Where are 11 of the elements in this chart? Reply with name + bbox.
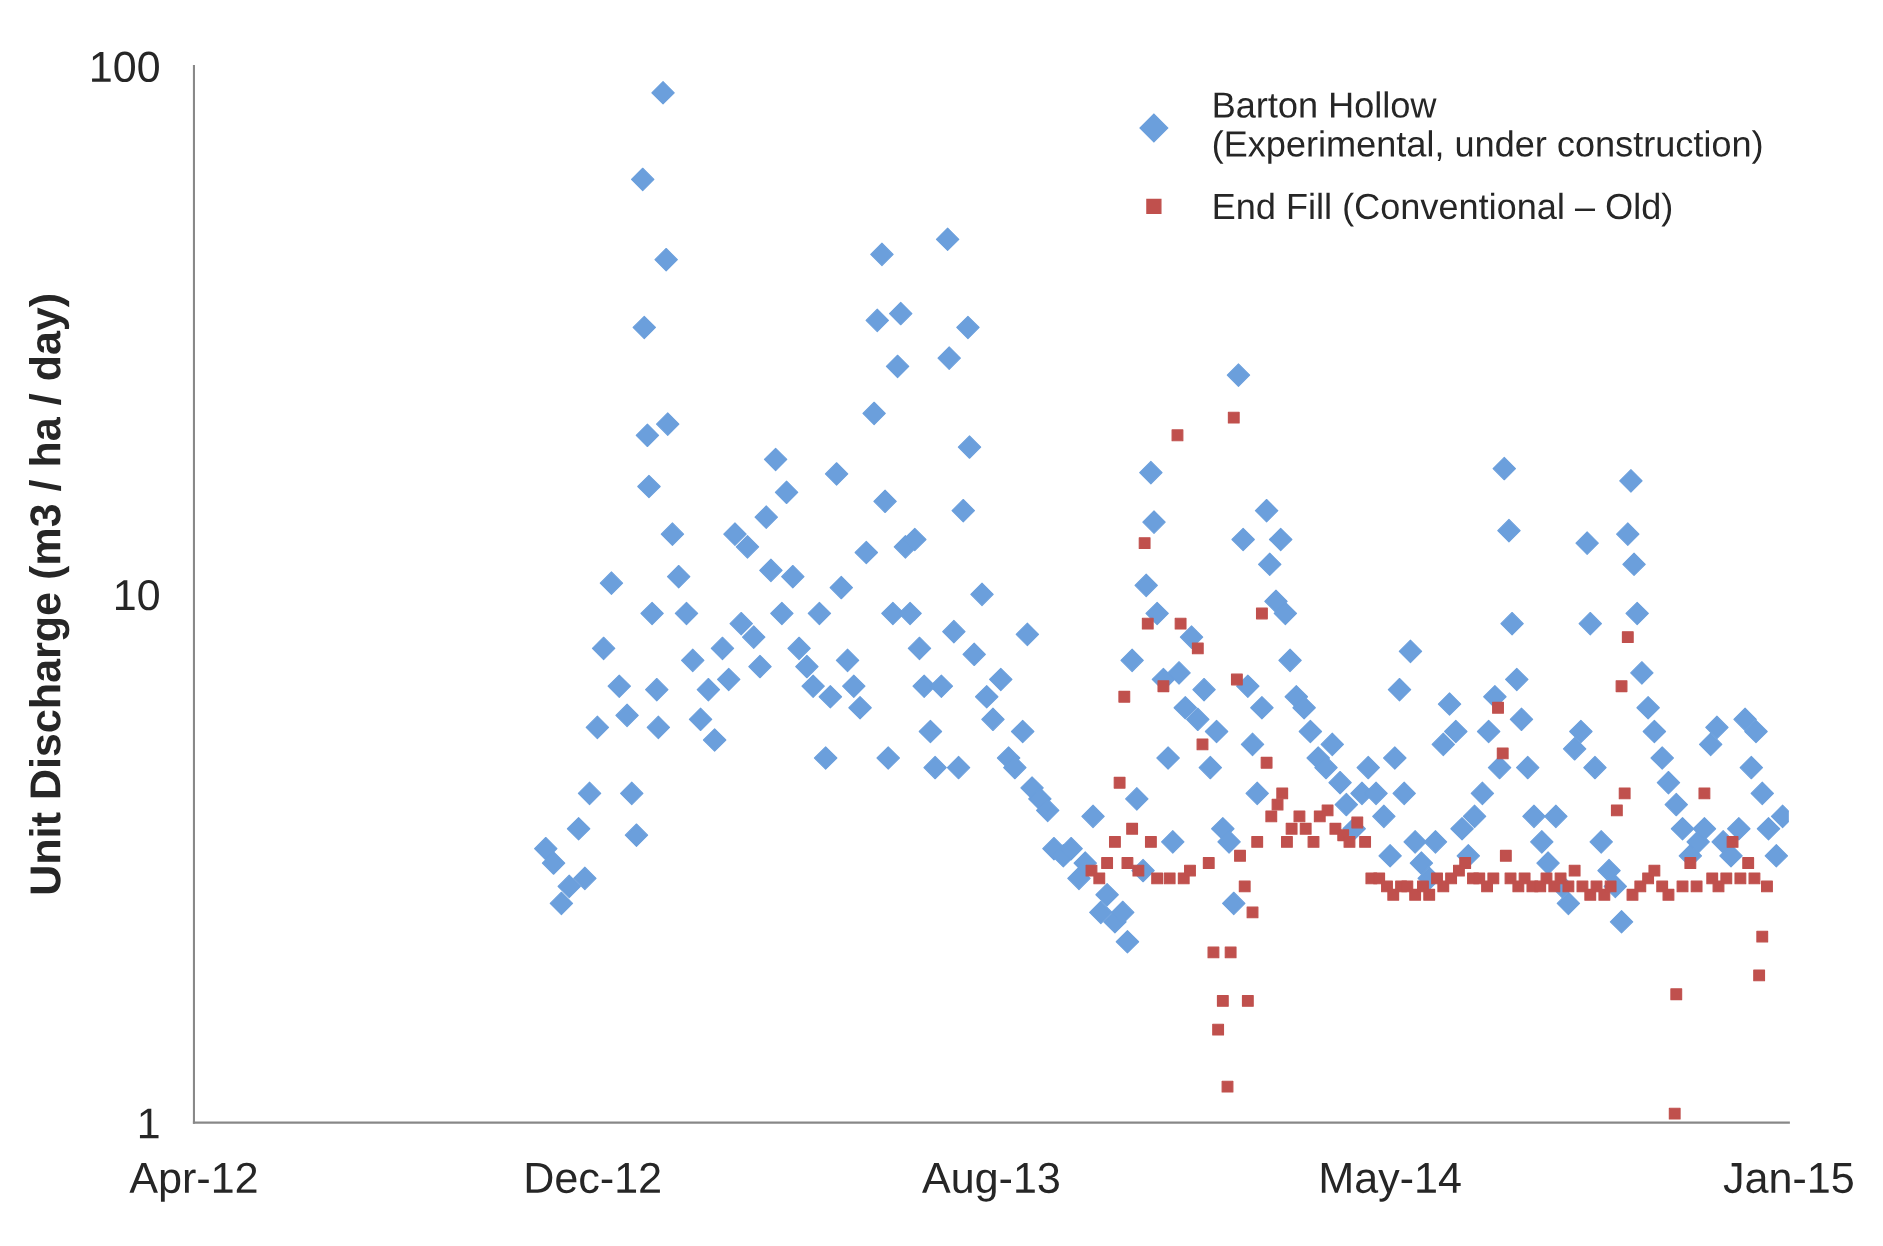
legend-label: End Fill (Conventional – Old) bbox=[1214, 192, 1672, 227]
y-tick-label: 10 bbox=[116, 579, 159, 611]
x-tick-label: May-14 bbox=[1321, 1163, 1461, 1202]
x-tick-label: Aug-13 bbox=[922, 1162, 1059, 1202]
x-tick-label: Apr-12 bbox=[129, 1162, 257, 1202]
y-axis-title: Unit Discharge (m3 / ha / day) bbox=[29, 295, 70, 894]
y-tick-label: 1 bbox=[139, 1108, 159, 1139]
y-tick-label: 100 bbox=[92, 51, 159, 83]
legend-label: Barton Hollow (Experimental, under construction) bbox=[1213, 91, 1762, 164]
x-tick-label: Jan-15 bbox=[1723, 1163, 1853, 1194]
x-tick-label: Dec-12 bbox=[526, 1162, 660, 1194]
